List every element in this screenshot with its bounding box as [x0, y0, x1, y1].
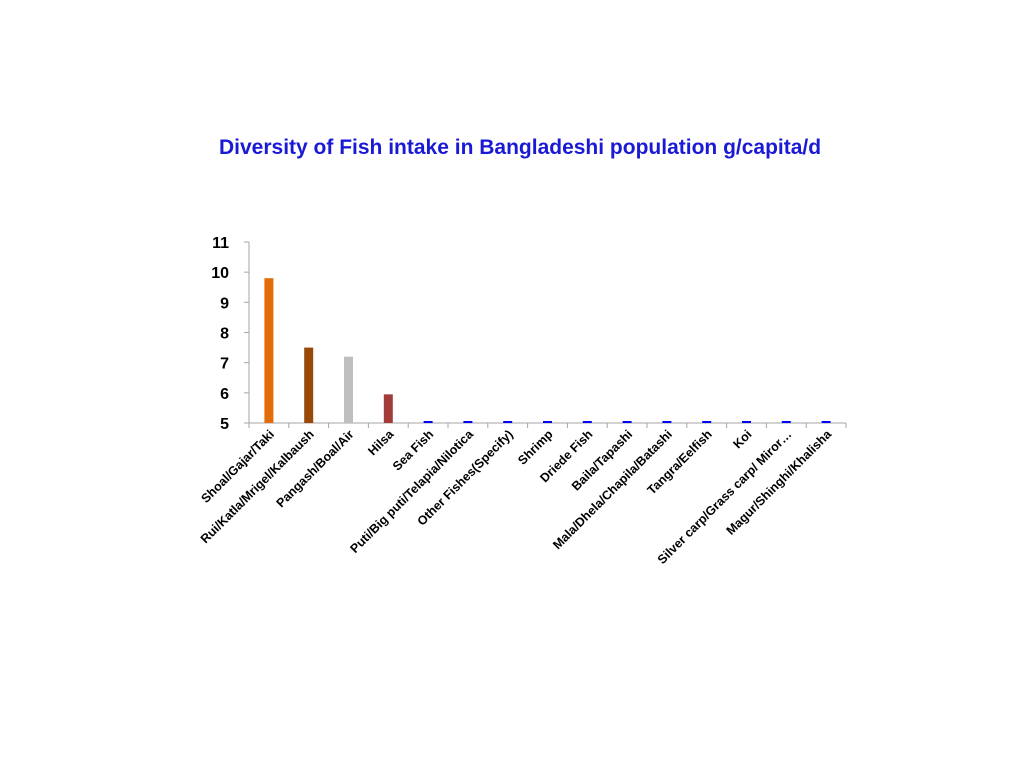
chart-bars [264, 278, 831, 423]
x-category-label: Hilsa [365, 426, 397, 458]
bar [304, 347, 314, 423]
bar [702, 421, 712, 423]
y-tick-label: 11 [212, 235, 229, 252]
bar [503, 421, 513, 423]
chart-title: Diversity of Fish intake in Bangladeshi … [219, 136, 822, 159]
bar [543, 421, 552, 423]
bar [423, 421, 433, 423]
bar [781, 421, 791, 423]
bar [264, 278, 274, 423]
y-tick-label: 7 [220, 356, 229, 373]
x-category-label: Pangash/Boal/Air [274, 427, 357, 510]
y-tick-label: 8 [220, 326, 229, 343]
y-tick-label: 9 [220, 295, 229, 312]
bar [662, 421, 672, 423]
x-category-label: Shoal/Gajar/Taki [199, 427, 278, 506]
y-tick-label: 5 [220, 416, 229, 433]
bar [821, 421, 831, 423]
x-category-label: Koi [730, 427, 754, 451]
bar [383, 394, 393, 423]
bar [742, 421, 751, 423]
x-category-label: Shrimp [515, 427, 556, 468]
bar [463, 421, 473, 423]
bar [344, 356, 353, 423]
y-tick-label: 6 [220, 386, 229, 403]
y-tick-label: 10 [211, 265, 229, 282]
chart-labels: 567891011Shoal/Gajar/TakiRui/Katla/Mrige… [198, 235, 835, 567]
chart-axes [244, 241, 847, 428]
bar [622, 421, 632, 423]
bar [582, 421, 592, 423]
